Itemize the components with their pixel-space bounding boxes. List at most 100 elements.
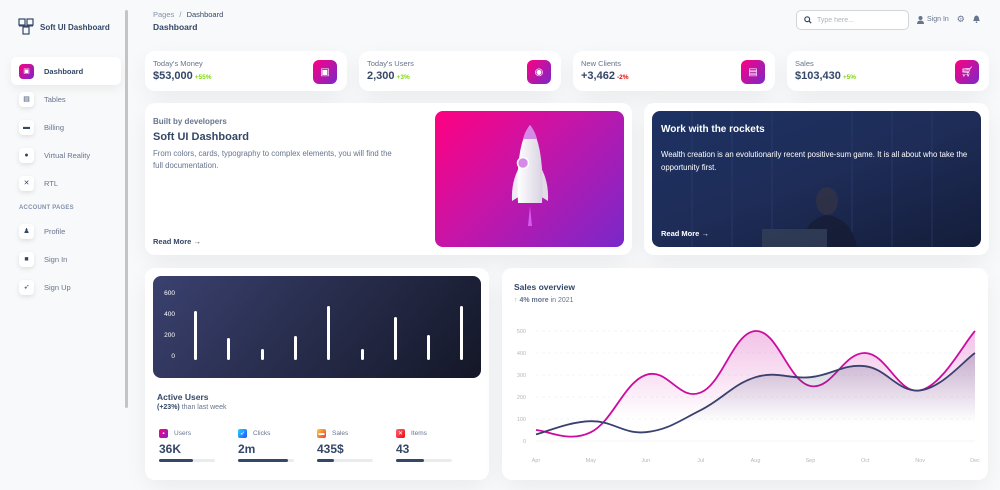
- sidebar-item-dashboard[interactable]: ▣ Dashboard: [11, 57, 121, 85]
- background-photo: [691, 111, 933, 247]
- progress-bar: [159, 459, 215, 462]
- svg-text:400: 400: [517, 351, 526, 357]
- stat-label: Sales: [795, 59, 814, 68]
- card-description: Wealth creation is an evolutionarily rec…: [661, 150, 968, 172]
- sidebar-item-tables[interactable]: ▤ Tables: [11, 85, 121, 113]
- svg-text:Dec: Dec: [970, 458, 980, 464]
- cart-icon: 🛒︎: [955, 60, 979, 84]
- progress-bar: [238, 459, 294, 462]
- bar: [227, 338, 231, 360]
- stat-label: New Clients: [581, 59, 622, 68]
- developers-card: Built by developers Soft UI Dashboard Fr…: [145, 103, 632, 255]
- svg-text:Nov: Nov: [915, 458, 925, 464]
- bar: [360, 349, 364, 360]
- sign-in-link[interactable]: Sign In: [917, 15, 949, 24]
- active-users-bar-chart: 600 400 200 0: [153, 276, 481, 378]
- svg-text:Aug: Aug: [751, 458, 761, 464]
- series-line: [535, 330, 976, 438]
- stat-card-money: Today's Money $53,000 +55% ▣: [145, 51, 347, 91]
- stat-value: 2m: [238, 442, 256, 456]
- bar: [327, 305, 331, 360]
- rockets-card-wrapper: Work with the rockets Wealth creation is…: [644, 103, 989, 255]
- stat-delta: +5%: [842, 74, 857, 81]
- breadcrumb-current: Dashboard: [186, 10, 224, 19]
- items-icon: ✕: [396, 429, 405, 438]
- active-users-title: Active Users: [157, 392, 209, 402]
- active-users-card: 600 400 200 0 Active Users (+23%) than l…: [145, 268, 489, 480]
- rocket-illustration: [435, 111, 624, 247]
- progress-bar: [396, 459, 452, 462]
- svg-text:300: 300: [517, 373, 526, 379]
- customer-support-icon: ♟: [19, 223, 34, 239]
- breadcrumb-root[interactable]: Pages: [153, 10, 175, 19]
- card-title: Work with the rockets: [661, 124, 765, 135]
- brand[interactable]: Soft UI Dashboard: [18, 18, 110, 36]
- sidebar-item-label: Virtual Reality: [44, 150, 91, 160]
- svg-text:May: May: [586, 458, 597, 464]
- sidebar-item-label: Dashboard: [44, 66, 84, 76]
- stat-label: Today's Money: [153, 59, 203, 68]
- series-line: [535, 352, 976, 436]
- bar: [260, 349, 264, 360]
- brand-name: Soft UI Dashboard: [40, 22, 110, 32]
- sidebar-item-billing[interactable]: ▬ Billing: [11, 113, 121, 141]
- sidebar-scrollbar[interactable]: [125, 10, 128, 408]
- notification-bell-icon[interactable]: [973, 15, 980, 25]
- y-tick: 400: [164, 311, 175, 318]
- arrow-right-icon: →: [193, 237, 201, 246]
- shop-icon: ▣: [19, 63, 34, 79]
- stat-value: 36K: [159, 442, 182, 456]
- logo-icon: [18, 18, 34, 35]
- arrow-up-icon: ↑: [514, 297, 518, 304]
- sidebar-item-profile[interactable]: ♟ Profile: [11, 217, 121, 245]
- breadcrumb-separator: /: [179, 10, 182, 19]
- section-label-account-pages: ACCOUNT PAGES: [19, 205, 74, 211]
- read-more-link[interactable]: Read More →: [661, 229, 709, 238]
- sidebar-item-sign-up[interactable]: ➶ Sign Up: [11, 273, 121, 301]
- stat-value: $53,000 +55%: [153, 70, 212, 82]
- svg-text:Oct: Oct: [861, 458, 870, 464]
- bar: [194, 311, 197, 360]
- rockets-card: Work with the rockets Wealth creation is…: [652, 111, 981, 247]
- stat-value: $103,430 +5%: [795, 70, 857, 82]
- sidebar-item-label: Billing: [44, 122, 65, 132]
- svg-text:Jun: Jun: [641, 458, 650, 464]
- svg-text:200: 200: [517, 395, 526, 401]
- breadcrumb: Pages / Dashboard: [153, 10, 223, 19]
- card-subtitle: Built by developers: [153, 117, 227, 126]
- sales-line-chart: 0 100 200 300 400 500 Apr May Jun Jul Aug Sep Oct Nov…: [517, 329, 980, 464]
- sign-in-label: Sign In: [927, 16, 949, 23]
- stat-card-clients: New Clients +3,462 -2% ▤: [573, 51, 775, 91]
- bar: [393, 316, 397, 360]
- card-description: From colors, cards, typography to comple…: [153, 149, 392, 171]
- arrow-right-icon: →: [701, 229, 709, 238]
- progress-bar: [317, 459, 373, 462]
- stat-value: 43: [396, 442, 410, 456]
- sidebar-nav: ▣ Dashboard ▤ Tables ▬ Billing ● Virtual…: [11, 57, 121, 301]
- search-box[interactable]: [796, 10, 909, 30]
- stat-value: +3,462 -2%: [581, 70, 629, 82]
- stat-label: Today's Users: [367, 59, 414, 68]
- sidebar-item-label: Sign Up: [44, 282, 71, 292]
- rocket-icon: [511, 125, 549, 226]
- active-users-stat-clicks: ➶ Clicks 2m: [238, 429, 308, 462]
- card-title: Soft UI Dashboard: [153, 131, 249, 143]
- box-3d-icon: ●: [19, 147, 34, 163]
- stat-value: 435$: [317, 442, 344, 456]
- document-icon: ■: [19, 251, 34, 267]
- y-tick: 0: [171, 353, 175, 360]
- read-more-link[interactable]: Read More →: [153, 237, 201, 246]
- active-users-stat-sales: ▬ Sales 435$: [317, 429, 387, 462]
- search-input[interactable]: [817, 16, 902, 24]
- sidebar-item-sign-in[interactable]: ■ Sign In: [11, 245, 121, 273]
- sidebar-item-virtual-reality[interactable]: ● Virtual Reality: [11, 141, 121, 169]
- clicks-icon: ➶: [238, 429, 247, 438]
- bar: [427, 335, 431, 360]
- sales-overview-subtitle: ↑ 4% more in 2021: [514, 297, 574, 304]
- stat-value: 2,300 +3%: [367, 70, 410, 82]
- sales-icon: ▬: [317, 429, 326, 438]
- settings-gear-icon[interactable]: ⚙: [956, 14, 965, 24]
- sidebar-item-rtl[interactable]: ✕ RTL: [11, 169, 121, 197]
- bar: [460, 305, 464, 360]
- settings-icon: ✕: [19, 175, 34, 191]
